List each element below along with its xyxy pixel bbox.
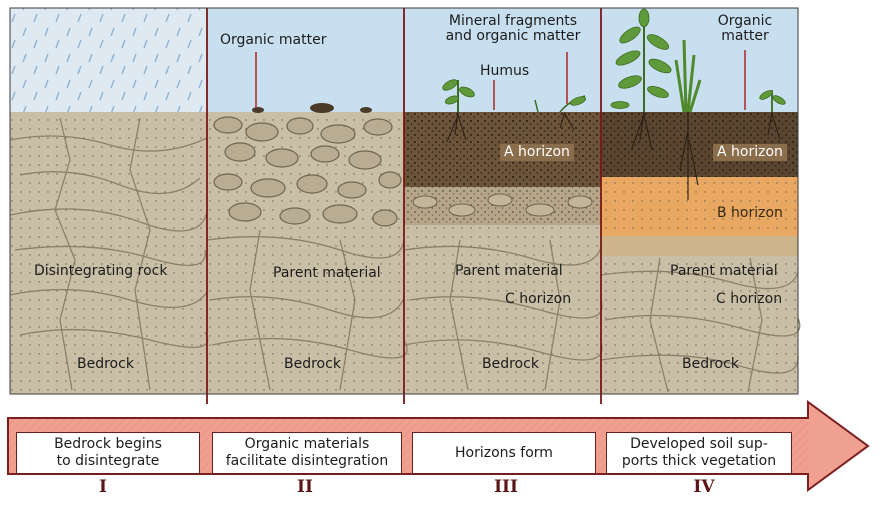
label-mineral-line-1: Mineral fragments: [449, 13, 577, 29]
label-organic-matter-4: Organic matter: [708, 14, 782, 44]
rain: [10, 8, 207, 112]
step-numeral-2: II: [290, 477, 320, 497]
step-numeral-1: I: [88, 477, 118, 497]
label-organic-line-2: matter: [721, 28, 769, 44]
step-numeral-4: IV: [684, 477, 724, 497]
label-bedrock-2: Bedrock: [284, 357, 341, 372]
label-parent-material-2: Parent material: [273, 266, 381, 281]
step-1-line-2: to disintegrate: [57, 453, 160, 469]
label-bedrock-1: Bedrock: [77, 357, 134, 372]
step-2-line-2: facilitate disintegration: [226, 453, 388, 469]
label-c-horizon-4: C horizon: [716, 292, 782, 307]
step-4-line-1: Developed soil sup-: [630, 436, 768, 452]
label-humus: Humus: [480, 64, 529, 79]
label-organic-line-1: Organic: [718, 13, 772, 29]
label-mineral-line-2: and organic matter: [446, 28, 581, 44]
label-c-horizon-3: C horizon: [505, 292, 571, 307]
label-disintegrating-rock: Disintegrating rock: [34, 264, 167, 279]
label-bedrock-4: Bedrock: [682, 357, 739, 372]
step-2-line-1: Organic materials: [245, 436, 370, 452]
step-box-3: Horizons form: [412, 432, 596, 474]
step-3-line-1: Horizons form: [455, 445, 553, 462]
label-a-horizon-3: A horizon: [500, 144, 574, 161]
step-box-1: Bedrock begins to disintegrate: [16, 432, 200, 474]
label-parent-material-4: Parent material: [670, 264, 778, 279]
label-a-horizon-4: A horizon: [713, 144, 787, 161]
label-bedrock-3: Bedrock: [482, 357, 539, 372]
step-numeral-3: III: [486, 477, 526, 497]
sky-panel-2: [207, 8, 404, 112]
label-organic-matter-2: Organic matter: [220, 33, 326, 48]
step-1-line-1: Bedrock begins: [54, 436, 162, 452]
step-box-2: Organic materials facilitate disintegrat…: [212, 432, 402, 474]
step-box-4: Developed soil sup- ports thick vegetati…: [606, 432, 792, 474]
label-mineral-fragments: Mineral fragments and organic matter: [434, 14, 592, 44]
label-b-horizon-4: B horizon: [713, 205, 787, 222]
step-4-line-2: ports thick vegetation: [622, 453, 776, 469]
label-parent-material-3: Parent material: [455, 264, 563, 279]
